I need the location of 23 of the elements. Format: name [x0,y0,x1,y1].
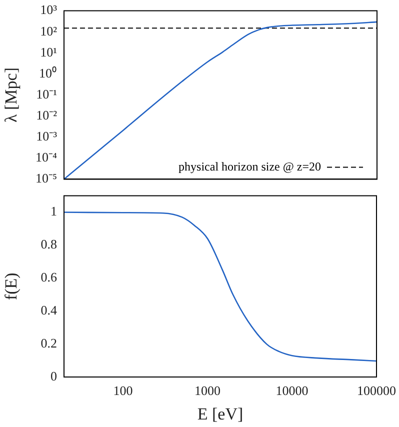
y-tick-label: 10² [40,23,58,38]
y-tick-label: 10³ [40,2,58,18]
x-tick-label: 100000 [357,383,396,398]
y-tick-label: 0.6 [40,270,58,285]
y-tick-label: 0.4 [40,302,58,318]
y-tick-label: 10⁻⁵ [35,170,57,186]
y-tick-label: 10⁻³ [36,128,58,144]
y-tick-label: 10¹ [40,44,58,60]
legend-label: physical horizon size @ z=20 [178,159,322,174]
y-tick-label: 10⁰ [39,65,57,80]
y-tick-label: 10⁻⁴ [35,150,58,165]
y-axis-title: f(E) [2,272,21,300]
y-tick-label: 10⁻¹ [36,86,58,102]
y-tick-label: 1 [50,204,57,219]
y-tick-label: 0.2 [40,335,57,350]
x-tick-label: 100 [113,383,133,398]
x-axis-title: E [eV] [197,404,244,424]
y-tick-label: 0 [50,368,57,384]
y-tick-label: 10⁻² [36,107,58,122]
x-tick-label: 10000 [276,383,308,398]
x-tick-label: 1000 [194,383,221,398]
y-tick-label: 0.8 [40,236,57,252]
y-axis-title: λ [Mpc] [2,68,21,122]
